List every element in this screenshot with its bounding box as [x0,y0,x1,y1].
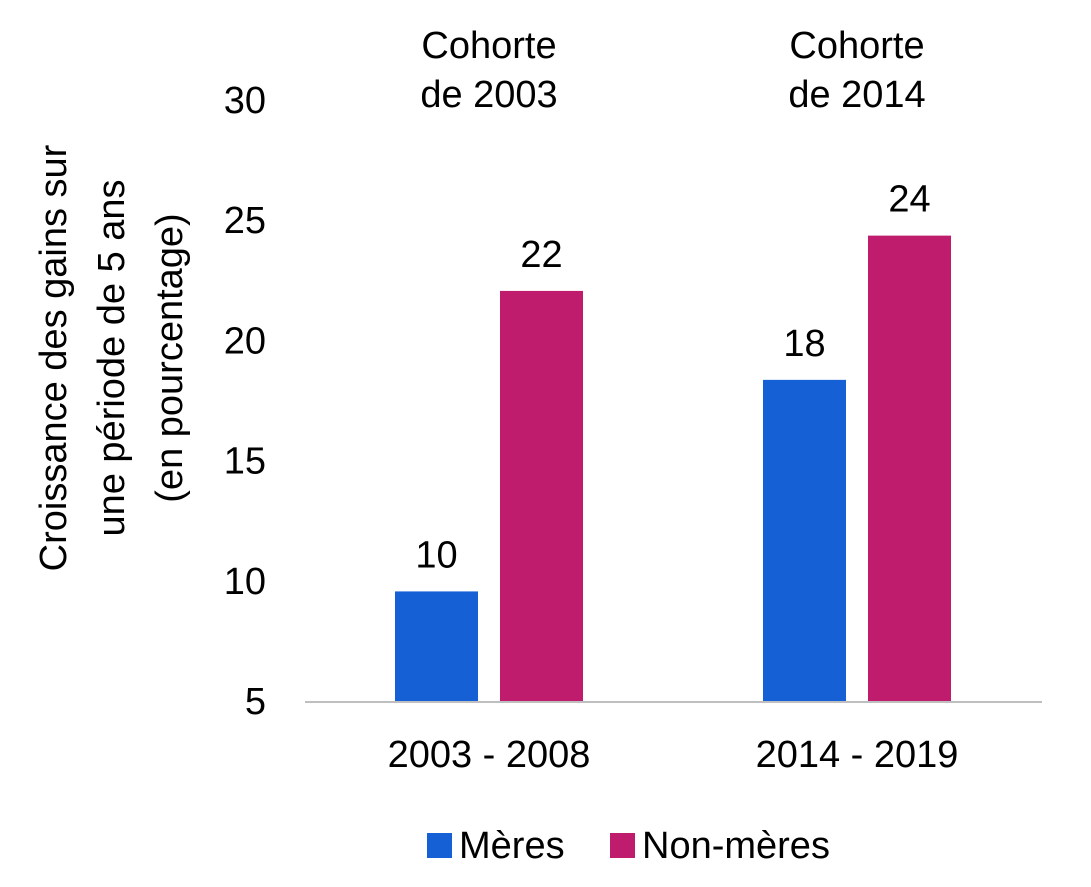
y-tick-label: 20 [224,320,266,362]
bar [500,290,583,702]
y-tick-label: 5 [245,681,266,723]
y-tick-label: 30 [224,80,266,122]
bar [395,591,478,702]
legend-swatch [610,833,635,858]
y-axis-title-line: Croissance des gains sur [33,144,75,571]
legend-swatch [427,833,452,858]
cohort-annotation-line: de 2003 [420,74,557,116]
data-label: 10 [415,534,457,576]
data-labels: 10 22 18 24 [415,179,930,577]
bar [868,235,951,702]
y-axis-title: Croissance des gains sur une période de 5… [33,144,191,571]
legend-label: Mères [459,825,565,867]
y-tick-label: 25 [224,200,266,242]
cohort-annotation-line: de 2014 [788,74,925,116]
data-label: 22 [520,234,562,276]
data-label: 24 [888,179,930,221]
x-axis-categories: 2003 - 2008 2014 - 2019 [388,734,959,776]
x-tick-label: 2014 - 2019 [756,734,959,776]
y-tick-label: 10 [224,561,266,603]
legend: Mères Non-mères [427,825,830,867]
data-label: 18 [783,323,825,365]
y-tick-label: 15 [224,441,266,483]
bar [763,379,846,702]
cohort-annotation-line: Cohorte [789,25,924,67]
y-axis-title-line: (en pourcentage) [149,213,191,502]
cohort-annotation-line: Cohorte [421,25,556,67]
y-axis-ticks: 5 10 15 20 25 30 [224,80,266,723]
bars [395,235,951,702]
y-axis-title-line: une période de 5 ans [91,179,133,536]
x-tick-label: 2003 - 2008 [388,734,591,776]
legend-label: Non-mères [642,825,830,867]
cohort-annotations: Cohorte de 2003 Cohorte de 2014 [420,25,925,116]
